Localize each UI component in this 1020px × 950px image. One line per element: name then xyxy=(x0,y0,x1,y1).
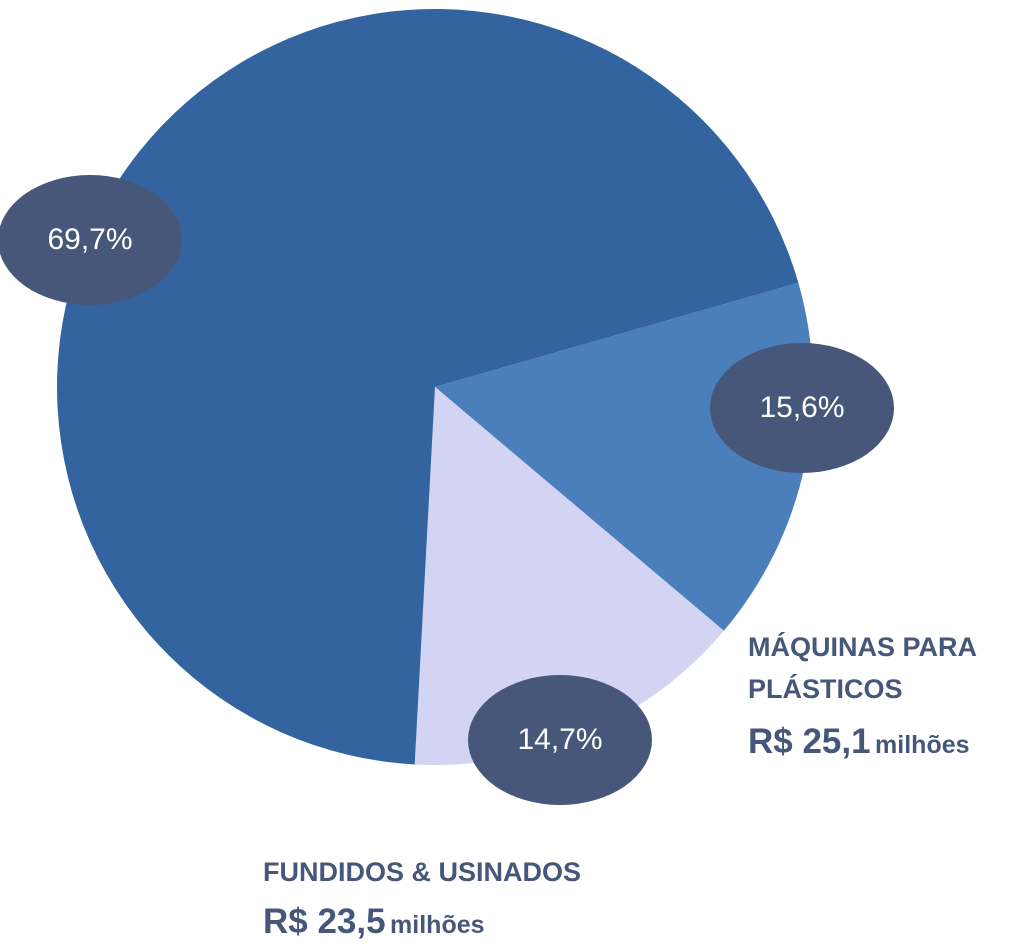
label-bubble xyxy=(468,675,652,805)
amount-label: R$ 23,5 milhões xyxy=(263,902,485,942)
pie-slice xyxy=(414,387,724,765)
category-label: MÁQUINAS PARA PLÁSTICOS xyxy=(748,632,976,704)
value-label: 14,7% xyxy=(517,723,602,756)
label-bubble xyxy=(710,343,894,473)
unit: milhões xyxy=(875,731,970,759)
unit: milhões xyxy=(390,911,485,939)
label-bubble xyxy=(0,175,182,305)
category-label: FUNDIDOS & USINADOS xyxy=(263,857,582,887)
amount-label: R$ 25,1 milhões xyxy=(748,722,970,762)
amount: R$ 25,1 xyxy=(748,722,871,761)
pie-slice xyxy=(435,282,813,631)
pie-slice xyxy=(56,8,799,765)
amount: R$ 23,5 xyxy=(263,902,386,941)
value-label: 69,7% xyxy=(47,223,132,256)
value-label: 15,6% xyxy=(759,391,844,424)
